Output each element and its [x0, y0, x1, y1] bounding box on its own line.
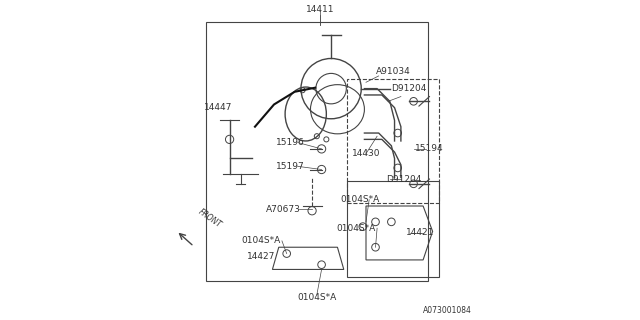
Text: 15197: 15197 [275, 162, 304, 171]
Text: 15194: 15194 [415, 144, 444, 153]
Text: 14427: 14427 [247, 252, 275, 261]
Text: 14411: 14411 [306, 5, 334, 14]
Text: 0104S*A: 0104S*A [297, 293, 337, 302]
Text: A073001084: A073001084 [424, 307, 472, 316]
Text: 0104S*A: 0104S*A [337, 224, 376, 233]
Text: 0104S*A: 0104S*A [340, 195, 380, 204]
Text: A70673: A70673 [266, 205, 301, 214]
Text: D91204: D91204 [387, 174, 422, 184]
Text: D91204: D91204 [391, 84, 426, 93]
Text: 15196: 15196 [275, 138, 304, 147]
Text: 0104S*A: 0104S*A [242, 236, 281, 245]
Text: A91034: A91034 [376, 67, 410, 76]
Text: 14430: 14430 [352, 149, 380, 158]
Text: FRONT: FRONT [196, 207, 223, 230]
Text: 14421: 14421 [406, 228, 434, 237]
Text: 14447: 14447 [204, 103, 233, 112]
